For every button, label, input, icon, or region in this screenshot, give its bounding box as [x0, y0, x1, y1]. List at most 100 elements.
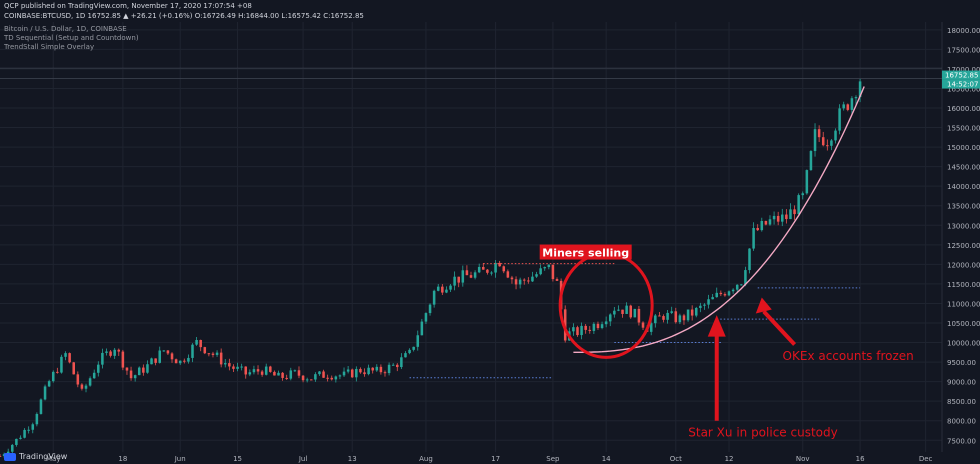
candle-body [543, 267, 546, 269]
candle [535, 271, 538, 278]
candle-body [51, 371, 55, 382]
candle-body [43, 386, 47, 400]
candle [502, 265, 506, 274]
candle-body [187, 357, 190, 362]
miners-selling-box [539, 244, 632, 260]
candle-body [576, 327, 579, 336]
candle [715, 287, 719, 298]
candle-body [432, 290, 436, 305]
candle [826, 139, 829, 151]
candle [129, 366, 133, 381]
candle-body [666, 312, 669, 320]
candle-body [109, 351, 112, 356]
candle [678, 313, 682, 325]
indicator-td-sequential[interactable]: TD Sequential (Setup and Countdown) [4, 34, 139, 42]
candle [121, 349, 125, 371]
candle-body [477, 266, 481, 273]
candle [289, 367, 293, 381]
candle [760, 217, 764, 232]
candle-body [723, 294, 727, 296]
candle [383, 370, 387, 377]
candle-body [670, 311, 673, 313]
candle-body [383, 372, 387, 374]
candle-body [88, 378, 92, 386]
candle-body [649, 323, 653, 332]
candle-body [285, 377, 288, 379]
candle [166, 350, 170, 356]
candle-body [244, 366, 248, 375]
candle [416, 330, 420, 351]
candle [789, 203, 792, 220]
candle-body [113, 349, 116, 356]
candle [350, 368, 354, 378]
candle [297, 366, 301, 379]
candle-body [555, 279, 559, 281]
candle-body [641, 322, 645, 328]
candle-body [363, 372, 366, 375]
symbol-line: COINBASE:BTCUSD, 1D 16752.85 ▲ +26.21 (+… [4, 12, 364, 20]
candle [846, 103, 850, 112]
y-tick-label: 14000.00 [947, 183, 980, 191]
candle-body [125, 367, 129, 371]
candle [809, 150, 813, 171]
candle-body [637, 308, 641, 323]
candle-body [359, 368, 362, 373]
candle-body [252, 369, 256, 373]
candle [305, 377, 309, 383]
candle-body [613, 310, 616, 315]
candle [346, 365, 350, 374]
candle [531, 271, 534, 282]
candle-body [461, 270, 465, 283]
candle [793, 205, 796, 221]
indicator-trendstall[interactable]: TrendStall Simple Overlay [4, 43, 95, 51]
candle-body [514, 279, 518, 285]
candle [248, 369, 252, 377]
candle [617, 305, 620, 312]
candle [858, 78, 862, 103]
candle-body [715, 292, 719, 298]
candle-body [219, 352, 223, 365]
candle [436, 284, 440, 292]
candle-body [457, 276, 460, 283]
candle-body [305, 379, 309, 381]
candle [137, 366, 141, 376]
candle-body [174, 359, 178, 364]
candle [629, 304, 633, 319]
candle [322, 369, 325, 378]
candle-body [23, 429, 26, 438]
candle [588, 326, 592, 334]
candle [510, 275, 514, 284]
candle [68, 352, 71, 364]
candle [666, 309, 669, 324]
candle-body [223, 363, 227, 365]
candle [211, 351, 215, 358]
candle [19, 435, 22, 440]
candle [293, 369, 297, 372]
candle-body [301, 375, 305, 381]
candle [199, 339, 202, 352]
candle [260, 369, 264, 377]
candle-body [183, 360, 186, 362]
x-tick-label: Aug [419, 455, 433, 463]
x-tick-label: Oct [670, 455, 682, 463]
candle [338, 374, 342, 380]
candle [641, 321, 645, 330]
arrow-star-xu-head [707, 315, 726, 337]
candle [400, 353, 403, 370]
candle-body [47, 381, 51, 387]
candle [412, 346, 415, 352]
candle [477, 263, 481, 274]
candle [625, 302, 628, 315]
candle [371, 367, 374, 374]
candle-body [15, 438, 18, 445]
candle [817, 125, 821, 143]
candle-body [617, 309, 620, 311]
candle [637, 306, 641, 326]
candle [281, 372, 284, 381]
indicator-main[interactable]: Bitcoin / U.S. Dollar, 1D, COINBASE [4, 25, 127, 33]
candle [424, 312, 428, 324]
candle-body [281, 372, 284, 378]
candle [850, 96, 854, 115]
candle [355, 366, 358, 382]
candle [31, 422, 35, 434]
